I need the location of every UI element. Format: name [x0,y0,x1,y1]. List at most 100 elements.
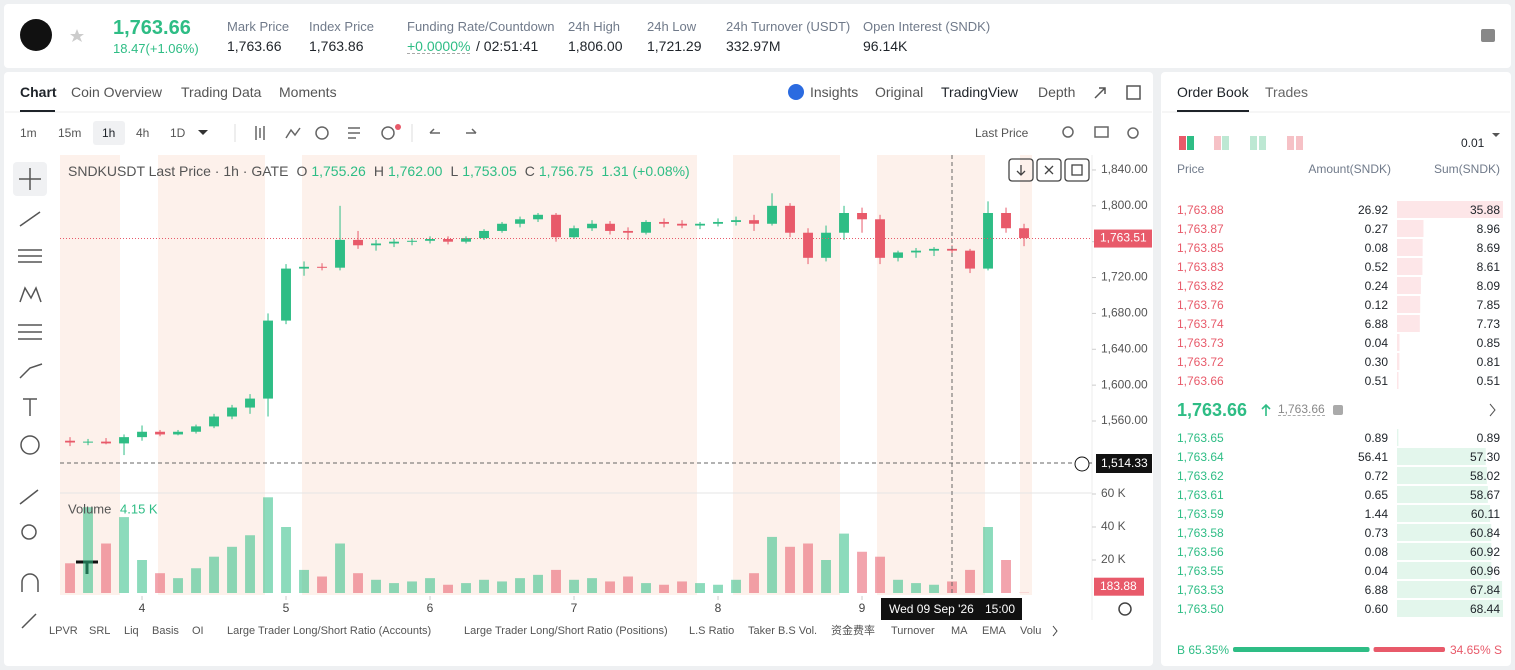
ob-sum: 58.02 [1469,469,1500,483]
ob-price: 1,763.61 [1177,488,1224,502]
chart-tab[interactable]: Chart [20,84,57,100]
depth-bar [1397,486,1488,503]
indicator-tab[interactable]: 资金费率 [831,625,875,637]
buy-ratio: B 65.35% [1177,643,1230,657]
volume-bar [767,536,777,593]
candle-body [569,228,579,238]
volume-bar [317,576,327,593]
legend-key: C [524,163,535,179]
ob-price: 1,763.66 [1177,374,1224,388]
caret[interactable] [1492,133,1500,137]
candle-body [893,252,903,258]
ob-price: 1,763.59 [1177,507,1224,521]
price-type[interactable]: Last Price [975,126,1029,140]
precision[interactable]: 0.01 [1461,136,1485,150]
indicator-tab[interactable]: Taker B.S Vol. [748,625,818,637]
window-icon[interactable] [1126,85,1141,100]
view-tab[interactable]: Original [875,84,924,100]
candle-body [767,205,777,224]
settings-icon[interactable] [1118,602,1132,616]
depth-bar [1397,334,1400,351]
candle-body [443,239,453,242]
legend-key: H [373,163,384,179]
view-tab[interactable]: Insights [810,84,859,100]
drawing-tools[interactable] [13,162,47,629]
stat-label: Mark Price [227,19,290,34]
last-price: 1,763.66 [113,17,191,39]
view-tab[interactable]: Depth [1038,84,1076,100]
scroll-arrow[interactable] [1052,625,1058,637]
volume-bar [551,569,561,593]
ob-sum: 8.96 [1476,222,1500,236]
chart-tab[interactable]: Moments [279,84,337,100]
sell-bar [1373,647,1445,652]
indicator-tab[interactable]: L.S Ratio [689,625,735,637]
ob-sum: 60.92 [1469,545,1500,559]
stat-value: 1,763.86 [309,38,364,54]
chart-tab[interactable]: Coin Overview [71,84,163,100]
favorite-icon[interactable] [70,29,84,42]
ob-tab[interactable]: Order Book [1177,84,1249,100]
interval[interactable]: 1h [102,126,116,140]
volume-bar [497,581,507,593]
chevron[interactable] [1489,403,1496,417]
indicator-tab[interactable]: Basis [152,625,179,637]
candle-body [191,426,201,432]
indicator-tab[interactable]: Liq [124,625,139,637]
depth-bar [1397,581,1503,598]
layout-icon[interactable] [1481,29,1495,42]
indicator-tab[interactable]: SRL [89,625,111,637]
candle-body [839,213,849,233]
volume-bar [929,584,939,593]
indicator-tab[interactable]: Turnover [891,625,935,637]
ob-sum: 68.44 [1469,602,1500,616]
ob-amount: 0.08 [1364,241,1388,255]
caret[interactable] [198,130,208,135]
legend-change: 1.31 (+0.08%) [601,163,690,179]
candle-body [929,248,939,251]
indicator-tab[interactable]: Volu [1020,625,1042,637]
indicator-tab[interactable]: MA [951,625,968,637]
interval[interactable]: 1m [20,126,37,140]
crosshair-time-tag [881,598,1022,620]
legend-value: 1,755.26 [311,163,366,179]
ob-sum: 67.84 [1469,583,1500,597]
ob-tab[interactable]: Trades [1265,84,1309,100]
candle-body [317,266,327,268]
interval[interactable]: 4h [136,126,150,140]
ob-last: 1,763.66 [1177,400,1248,420]
candle-body [335,239,345,268]
stat-value: +0.0000% [407,38,471,54]
volume-current: 4.15 K [120,501,158,516]
fullscreen-icon[interactable] [1094,87,1106,99]
order-book-view-icons[interactable] [1179,136,1303,150]
indicator-tab[interactable]: EMA [982,625,1006,637]
pane-buttons[interactable] [1008,158,1090,182]
indicator-tab[interactable]: LPVR [49,625,78,637]
crosshair-time: 15:00 [985,602,1015,616]
volume-bar [875,556,885,593]
insights-icon [788,84,804,100]
ob-price: 1,763.62 [1177,469,1224,483]
header-card [4,4,1511,68]
ob-col: Sum(SNDK) [1433,162,1500,176]
y-tick-label: 1,720.00 [1101,270,1148,284]
indicator-tab[interactable]: OI [192,625,204,637]
volume-bar [515,578,525,593]
indicator-tab[interactable]: Large Trader Long/Short Ratio (Positions… [464,625,668,637]
view-tab[interactable]: TradingView [941,84,1019,100]
volume-bar [65,563,75,593]
ob-price: 1,763.73 [1177,336,1224,350]
crosshair-date: Wed 09 Sep '26 [889,602,974,616]
indicator-tab[interactable]: Large Trader Long/Short Ratio (Accounts) [227,625,432,637]
crosshair-price: 1,514.33 [1101,456,1148,470]
session-shading [60,155,1032,595]
toolbar-icons[interactable] [255,126,1139,140]
chart-tab[interactable]: Trading Data [181,84,262,100]
depth-bar [1397,296,1421,313]
ob-amount: 0.27 [1364,222,1388,236]
last-price-label: 1,763.51 [1100,231,1147,245]
interval[interactable]: 1D [170,126,186,140]
depth-bar [1397,277,1421,294]
interval[interactable]: 15m [58,126,82,140]
